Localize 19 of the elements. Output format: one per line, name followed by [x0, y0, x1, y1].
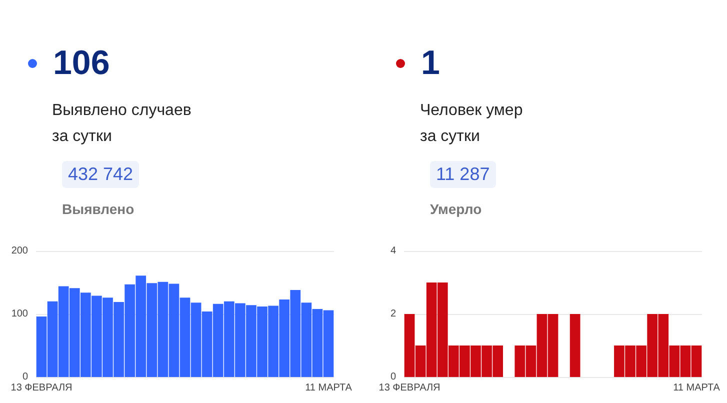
y-tick-label: 0 [390, 372, 396, 382]
chart-title: 1 [421, 44, 440, 83]
text: Умерло [430, 201, 482, 217]
y-tick-label: 2 [390, 308, 396, 320]
chart-title: 106 [53, 44, 110, 83]
text: 11 287 [430, 161, 496, 188]
y-tick-label: 200 [11, 246, 28, 256]
x-tick-label: 11 МАРТА [673, 382, 720, 394]
y-tick-label: 4 [390, 246, 396, 256]
x-tick-label: 13 ФЕВРАЛЯ [10, 382, 72, 394]
x-tick-label: 11 МАРТА [305, 382, 352, 394]
chart-subtitle: Выявлено случаев за сутки [52, 101, 192, 147]
bar [570, 314, 580, 377]
text: 432 742 [62, 161, 140, 188]
x-tick-label: 13 ФЕВРАЛЯ [378, 382, 440, 394]
text: Выявлено [62, 201, 134, 217]
y-tick-label: 100 [11, 308, 28, 320]
y-tick-label: 0 [22, 372, 28, 382]
chart-subtitle: Человек умер за сутки [420, 101, 523, 147]
